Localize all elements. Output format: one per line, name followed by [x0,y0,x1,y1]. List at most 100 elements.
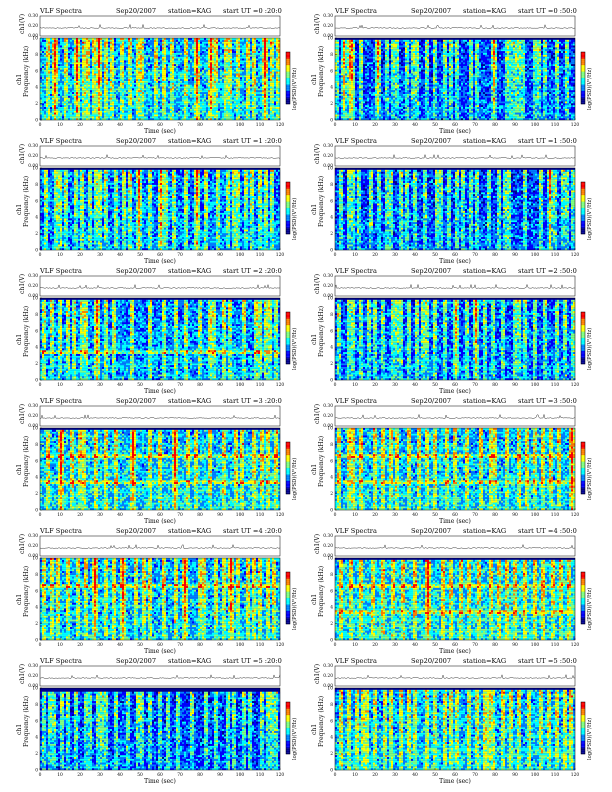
heatmap-cell [192,116,194,118]
heatmap-cell [52,116,54,118]
heatmap-cell [110,114,112,116]
heatmap-cell [128,113,130,115]
heatmap-cell [90,116,92,118]
heatmap-cell [58,114,60,116]
heatmap-cell [100,113,102,115]
heatmap-cell [40,114,42,116]
heatmap-cell [70,116,72,118]
heatmap-cell [156,114,158,116]
heatmap-cell [108,116,110,118]
heatmap-cell [126,113,128,115]
heatmap-cell [242,114,244,116]
heatmap-cell [84,114,86,116]
heatmap-cell [254,116,256,118]
heatmap-cell [260,116,262,118]
heatmap-cell [254,114,256,116]
heatmap-cell [54,116,56,118]
heatmap-cell [42,113,44,115]
heatmap-cell [82,113,84,115]
heatmap-cell [146,113,148,115]
heatmap-cell [158,113,160,115]
heatmap-cell [44,116,46,118]
heatmap-cell [178,116,180,118]
heatmap-cell [138,116,140,118]
heatmap-cell [154,116,156,118]
heatmap-cell [272,116,274,118]
heatmap-cell [240,116,242,118]
heatmap-cell [92,113,94,115]
heatmap-cell [54,113,56,115]
heatmap-cell [184,114,186,116]
heatmap-cell [136,113,138,115]
heatmap-cell [168,116,170,118]
heatmap-cell [188,116,190,118]
heatmap-cell [232,114,234,116]
heatmap-cell [148,113,150,115]
heatmap-cell [86,116,88,118]
heatmap-cell [132,114,134,116]
heatmap-cell [266,114,268,116]
heatmap-cell [60,116,62,118]
heatmap-cell [144,114,146,116]
heatmap-cell [80,114,82,116]
panel-title: VLF Spectra [39,7,82,15]
heatmap-cell [76,116,78,118]
heatmap-cell [142,116,144,118]
heatmap-cell [186,114,188,116]
heatmap-cell [208,116,210,118]
heatmap-cell [268,116,270,118]
heatmap-cell [102,114,104,116]
heatmap-cell [184,116,186,118]
heatmap-cell [96,116,98,118]
heatmap-cell [234,114,236,116]
heatmap-cell [178,114,180,116]
heatmap-cell [228,114,230,116]
heatmap-cell [134,114,136,116]
heatmap-cell [80,113,82,115]
heatmap-cell [238,116,240,118]
heatmap-cell [202,116,204,118]
heatmap-cell [126,114,128,116]
heatmap-cell [116,114,118,116]
heatmap-cell [58,113,60,115]
heatmap-cell [86,113,88,115]
heatmap-cell [276,116,278,118]
heatmap-cell [252,116,254,118]
heatmap-cell [94,114,96,116]
heatmap-cell [224,116,226,118]
heatmap-cell [218,114,220,116]
heatmap-cell [100,116,102,118]
heatmap-cell [60,113,62,115]
heatmap-cell [268,114,270,116]
heatmap-cell [122,113,124,115]
heatmap-cell [178,113,180,115]
heatmap-cell [220,116,222,118]
heatmap-cell [106,113,108,115]
heatmap-cell [250,116,252,118]
heatmap-cell [182,116,184,118]
heatmap-cell [112,116,114,118]
heatmap-cell [72,113,74,115]
heatmap-cell [180,116,182,118]
heatmap-cell [140,114,142,116]
heatmap-cell [148,116,150,118]
heatmap-cell [40,116,42,118]
heatmap-cell [56,113,58,115]
heatmap-cell [250,114,252,116]
heatmap-cell [212,114,214,116]
heatmap-cell [218,116,220,118]
heatmap-cell [66,114,68,116]
signal-frame [40,16,280,36]
heatmap-cell [186,116,188,118]
heatmap-cell [170,113,172,115]
heatmap-cell [220,114,222,116]
heatmap-cell [168,113,170,115]
heatmap-cell [98,113,100,115]
heatmap-cell [230,114,232,116]
heatmap-cell [60,114,62,116]
heatmap-cell [202,114,204,116]
heatmap-cell [150,114,152,116]
heatmap-cell [116,116,118,118]
heatmap-cell [160,116,162,118]
heatmap-cell [50,114,52,116]
